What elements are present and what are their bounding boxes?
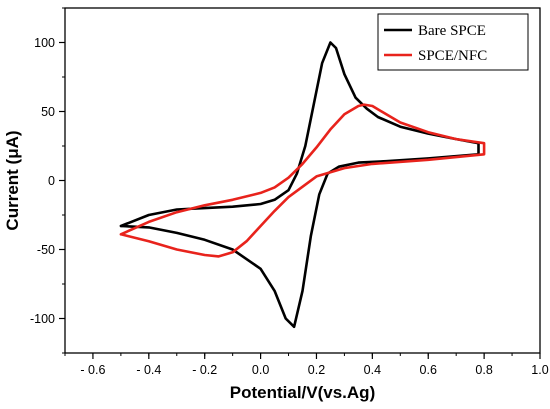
x-tick-label: - 0.2	[192, 363, 217, 377]
x-tick-label: 0.4	[364, 363, 381, 377]
x-axis-ticks: - 0.6 - 0.4 - 0.2 0.0 0.2 0.4 0.6 0.8 1.0	[64, 353, 549, 377]
x-tick-label: 1.0	[531, 363, 548, 377]
y-tick-label: 0	[48, 174, 55, 188]
legend: Bare SPCE SPCE/NFC	[377, 13, 529, 71]
y-axis-ticks: -100 -50 0 50 100	[30, 7, 65, 354]
legend-label-1: Bare SPCE	[418, 23, 486, 39]
x-tick-label: 0.0	[252, 363, 269, 377]
legend-box	[377, 13, 529, 71]
y-tick-label: -100	[30, 312, 55, 326]
y-tick-label: -50	[37, 243, 55, 257]
x-tick-label: - 0.4	[136, 363, 161, 377]
x-axis-title: Potential/V(vs.Ag)	[230, 383, 375, 402]
series-layer	[119, 41, 486, 329]
y-tick-label: 100	[34, 36, 55, 50]
plot-area: - 0.6 - 0.4 - 0.2 0.0 0.2 0.4 0.6 0.8 1.0 -100 -5…	[30, 7, 549, 377]
x-tick-label: 0.2	[308, 363, 325, 377]
x-tick-label: 0.6	[420, 363, 437, 377]
legend-label-2: SPCE/NFC	[418, 48, 487, 64]
series-line-1	[119, 41, 480, 329]
y-axis-title: Current (μA)	[3, 130, 22, 230]
x-tick-label: 0.8	[475, 363, 492, 377]
y-tick-label: 50	[41, 105, 55, 119]
series-line-2	[119, 103, 486, 258]
x-tick-label: - 0.6	[80, 363, 105, 377]
